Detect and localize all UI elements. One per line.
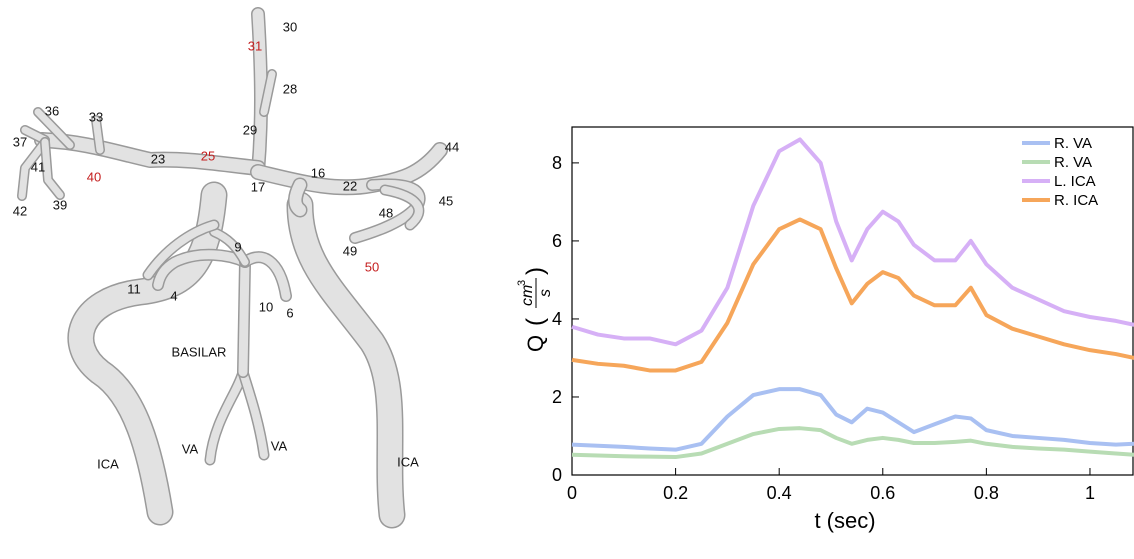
vessel: [41, 138, 64, 199]
data-line: [571, 137, 1134, 347]
x-tick-label: 1: [1085, 483, 1095, 503]
y-label-denominator: s: [537, 289, 554, 297]
y-axis-label: Q ( cm3 s): [516, 267, 554, 352]
x-axis-label: t (sec): [814, 508, 875, 533]
plot-frame: [571, 126, 1134, 476]
vessel: [260, 70, 276, 116]
data-line: [571, 426, 1134, 460]
vessel-label: 16: [311, 165, 325, 180]
vessel-label: 44: [445, 139, 459, 154]
vessel-label: 50: [365, 259, 379, 274]
x-tick-label: 0: [567, 483, 577, 503]
vessel-label: 37: [13, 134, 27, 149]
data-line: [571, 217, 1134, 373]
y-tick-label: 6: [552, 231, 562, 251]
legend-label: R. ICA: [1054, 192, 1098, 209]
legend-label: L. ICA: [1054, 173, 1096, 190]
vessel: [92, 116, 104, 154]
vessel: [206, 368, 247, 464]
vessel-label: 33: [89, 109, 103, 124]
vessel: [288, 193, 404, 527]
vessel-label: 48: [379, 205, 393, 220]
legend-label: R. VA: [1054, 135, 1092, 152]
vessel-label: 30: [283, 19, 297, 34]
vessel-labels: 30 31 28 29 36 33 37 41 23 25 16 22 44 4…: [13, 19, 459, 471]
vessel-label: 36: [45, 103, 59, 118]
legend-label: R. VA: [1054, 154, 1092, 171]
vessel-label: 31: [248, 38, 262, 53]
y-label-numerator: cm: [519, 285, 536, 306]
vessel: [210, 228, 249, 266]
vessel-label: BASILAR: [172, 344, 227, 359]
vessel: [240, 252, 291, 301]
y-label-paren: (: [522, 318, 549, 326]
vessel-label: 42: [13, 203, 27, 218]
x-tick-label: 0.4: [767, 483, 792, 503]
vessel: [239, 368, 268, 459]
y-label-symbol: Q: [523, 335, 548, 352]
y-tick-label: 8: [552, 153, 562, 173]
vessel: [18, 138, 49, 200]
vessel: [68, 183, 226, 524]
y-tick-label: 2: [552, 387, 562, 407]
vessel: [144, 221, 218, 279]
vessel-label: 10: [259, 299, 273, 314]
y-label-exponent: 3: [516, 280, 528, 286]
data-line: [571, 387, 1134, 452]
vessel-label: 28: [283, 81, 297, 96]
vessel-label: 40: [87, 169, 101, 184]
vessel-label: 11: [127, 281, 141, 296]
vessel-label: ICA: [397, 454, 419, 469]
vessel: [35, 133, 265, 175]
vessel: [34, 108, 74, 149]
x-tick-label: 0.8: [974, 483, 999, 503]
vessel-rendering: [17, 7, 448, 529]
y-tick-label: 0: [552, 465, 562, 485]
vessel: [381, 186, 423, 229]
vessel-label: 41: [31, 159, 45, 174]
vessel-label: VA: [271, 438, 288, 453]
vessel-label: 9: [234, 239, 241, 254]
vessel-label: 23: [151, 151, 165, 166]
x-tick-label: 0.2: [663, 483, 688, 503]
vessel-label: 6: [286, 305, 293, 320]
vessel-label: 29: [243, 122, 257, 137]
vessel-label: 4: [170, 288, 177, 303]
y-label-paren: ): [522, 267, 549, 275]
vessel-label: 49: [343, 243, 357, 258]
vessel: [153, 250, 250, 290]
vessel-label: 39: [53, 197, 67, 212]
chart: 0 0.2 0.4 0.6 0.8 1 0 2 4 6 8 R. VA R. VA L. ICA R. IC…: [516, 126, 1134, 533]
y-tick-label: 4: [552, 309, 562, 329]
vessel-label: 22: [343, 178, 357, 193]
vessel: [238, 257, 250, 377]
vessel: [252, 8, 267, 178]
vessel: [289, 179, 306, 216]
x-tick-label: 0.6: [870, 483, 895, 503]
vessel-label: ICA: [97, 456, 119, 471]
vessel-label: VA: [182, 441, 199, 456]
vessel-label: 17: [251, 179, 265, 194]
vessel-label: 25: [201, 148, 215, 163]
vessel-label: 45: [439, 193, 453, 208]
